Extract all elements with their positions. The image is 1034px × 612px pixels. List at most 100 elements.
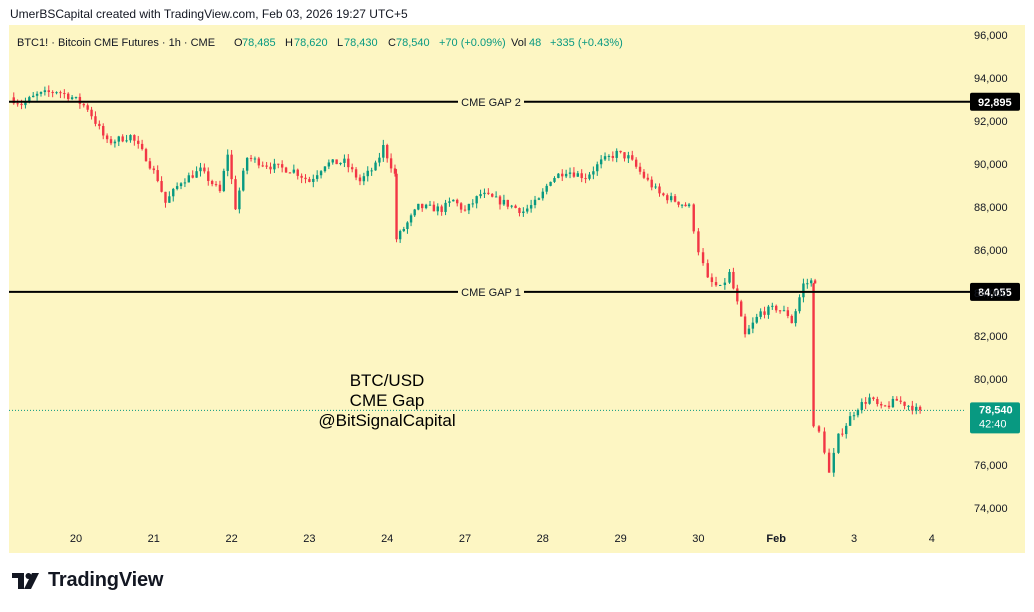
candle-body	[67, 93, 70, 100]
price-axis[interactable]: 74,00076,00078,00080,00082,00084,00086,0…	[974, 30, 1008, 515]
candle-body	[315, 175, 319, 179]
candle-body	[841, 433, 844, 435]
candle-body	[864, 402, 867, 404]
x-tick-label: 28	[537, 533, 549, 545]
candle-body	[428, 204, 432, 206]
y-tick-label: 94,000	[974, 73, 1008, 85]
candle-body	[140, 143, 144, 150]
candle-body	[319, 171, 323, 176]
candle-body	[545, 185, 548, 192]
candle-body	[848, 416, 852, 426]
candle-body	[537, 198, 541, 200]
candle-body	[673, 196, 677, 202]
candle-body	[402, 228, 405, 232]
candle-body	[179, 183, 183, 187]
candle-body	[413, 209, 416, 216]
candle-body	[35, 93, 39, 96]
time-axis[interactable]: 20 21 22 23 24 27 28 29 30 Feb 3 4	[70, 533, 935, 545]
candle-body	[701, 252, 705, 264]
x-tick-label: 23	[303, 533, 315, 545]
candle-body	[63, 93, 66, 95]
y-tick-label: 96,000	[974, 30, 1008, 42]
candle-body	[599, 159, 603, 165]
candle-body	[261, 165, 264, 167]
candle-body	[214, 184, 218, 186]
candle-body	[249, 157, 253, 159]
candle-body	[164, 191, 167, 203]
candle-body	[245, 157, 249, 171]
candle-body	[444, 202, 447, 212]
candle-body	[98, 123, 101, 127]
candle-body	[790, 315, 793, 324]
candle-body	[755, 316, 758, 323]
candle-body	[658, 186, 661, 194]
candle-body	[568, 172, 572, 174]
legend-vol-change: +335 (+0.43%)	[550, 37, 623, 49]
candle-body	[129, 135, 132, 141]
candle-body	[684, 204, 687, 207]
candle-body	[24, 101, 27, 106]
candle-body	[191, 175, 194, 178]
candle-body	[728, 271, 731, 283]
candle-body	[456, 199, 459, 204]
candle-body	[234, 179, 237, 210]
y-tick-label: 86,000	[974, 245, 1008, 257]
candle-body	[662, 193, 665, 196]
candle-body	[406, 222, 409, 229]
candle-body	[421, 203, 424, 209]
candle-body	[553, 177, 556, 182]
legend-close-label: C	[388, 37, 396, 49]
legend-close: 78,540	[396, 37, 430, 49]
candle-body	[59, 92, 62, 94]
candle-body	[584, 178, 587, 180]
candle-body	[366, 170, 369, 177]
x-tick-label: 29	[614, 533, 626, 545]
candle-body	[312, 178, 315, 182]
candle-body	[895, 398, 898, 401]
candle-body	[592, 171, 595, 175]
candle-body	[354, 169, 358, 178]
candle-body	[580, 173, 583, 179]
candle-body	[782, 310, 786, 312]
candle-body	[533, 199, 537, 206]
candle-body	[370, 170, 373, 172]
x-tick-label: 30	[692, 533, 704, 545]
candle-body	[28, 97, 31, 102]
candle-body	[242, 170, 245, 191]
candle-body	[386, 145, 389, 159]
current-price-tag-bg	[970, 402, 1020, 434]
candle-body	[156, 170, 159, 182]
candle-body	[907, 405, 910, 407]
candle-body	[47, 90, 50, 93]
candle-body	[395, 173, 398, 240]
candle-body	[436, 206, 439, 212]
candle-body	[541, 191, 544, 199]
price-chart[interactable]: CME GAP 2 92,895 CME GAP 1 84,055 74,000 76,…	[9, 25, 1025, 553]
candle-body	[514, 205, 517, 209]
legend-change: +70 (+0.09%)	[439, 37, 506, 49]
candle-body	[374, 162, 377, 171]
candle-body	[786, 310, 790, 316]
candle-body	[183, 182, 187, 184]
candle-body	[280, 164, 284, 168]
legend-high-label: H	[285, 37, 293, 49]
candle-body	[891, 398, 895, 408]
candle-body	[588, 174, 591, 179]
candle-body	[872, 397, 875, 400]
candle-body	[706, 263, 709, 278]
tradingview-logo[interactable]: TradingView	[12, 569, 163, 592]
legend-ohlc: O 78,485 H 78,620 L 78,430 C 78,540 +70 …	[234, 37, 623, 49]
candle-body	[915, 406, 918, 411]
candle-body	[810, 280, 813, 284]
candle-body	[292, 169, 296, 173]
current-price-value: 78,540	[979, 404, 1013, 416]
x-tick-label: 24	[381, 533, 393, 545]
candle-body	[802, 283, 805, 298]
chart-svg[interactable]: CME GAP 2 92,895 CME GAP 1 84,055 74,000 76,…	[9, 25, 1025, 553]
candle-body	[747, 328, 751, 335]
candle-body	[615, 150, 618, 158]
candle-body	[876, 399, 879, 405]
candle-body	[650, 179, 653, 188]
current-price-tag: 78,540 42:40	[970, 402, 1020, 434]
candle-body	[323, 166, 327, 172]
